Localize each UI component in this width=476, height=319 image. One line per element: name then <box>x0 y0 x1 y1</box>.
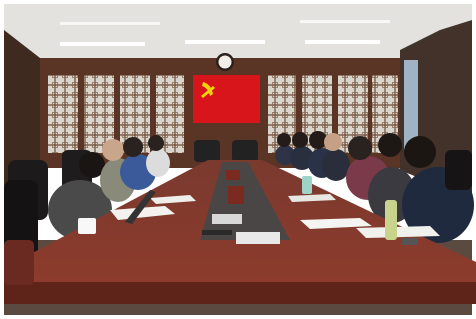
meeting-photo <box>0 0 476 319</box>
notebook <box>236 232 280 244</box>
chair <box>232 140 258 162</box>
table-edge <box>4 282 476 304</box>
ceiling-light <box>60 42 145 46</box>
bottle <box>302 176 312 194</box>
lattice-panel <box>48 75 78 153</box>
person-head <box>348 136 372 160</box>
chair-arm <box>4 240 34 285</box>
person-head <box>324 133 342 151</box>
person-head <box>404 136 436 168</box>
person-head <box>378 133 402 157</box>
phone <box>402 238 418 245</box>
window <box>404 60 418 150</box>
person <box>146 149 170 177</box>
paper <box>356 226 440 238</box>
cup <box>78 218 96 234</box>
person-head <box>102 139 124 161</box>
person <box>322 149 350 181</box>
person-head <box>277 133 291 147</box>
page: {} <box>0 0 476 319</box>
chair <box>445 150 472 190</box>
ceiling-light <box>305 40 380 44</box>
ceiling-light <box>60 22 160 25</box>
phone <box>212 214 242 224</box>
clock-face <box>219 56 232 69</box>
person-head <box>148 135 164 151</box>
name-block <box>228 186 244 204</box>
ceiling-light <box>185 40 265 44</box>
name-block <box>226 170 240 180</box>
device <box>202 230 232 235</box>
chair <box>194 140 220 162</box>
person-head <box>123 137 143 157</box>
bottle <box>385 200 397 240</box>
person-head <box>292 132 308 148</box>
ceiling-light <box>300 20 390 23</box>
